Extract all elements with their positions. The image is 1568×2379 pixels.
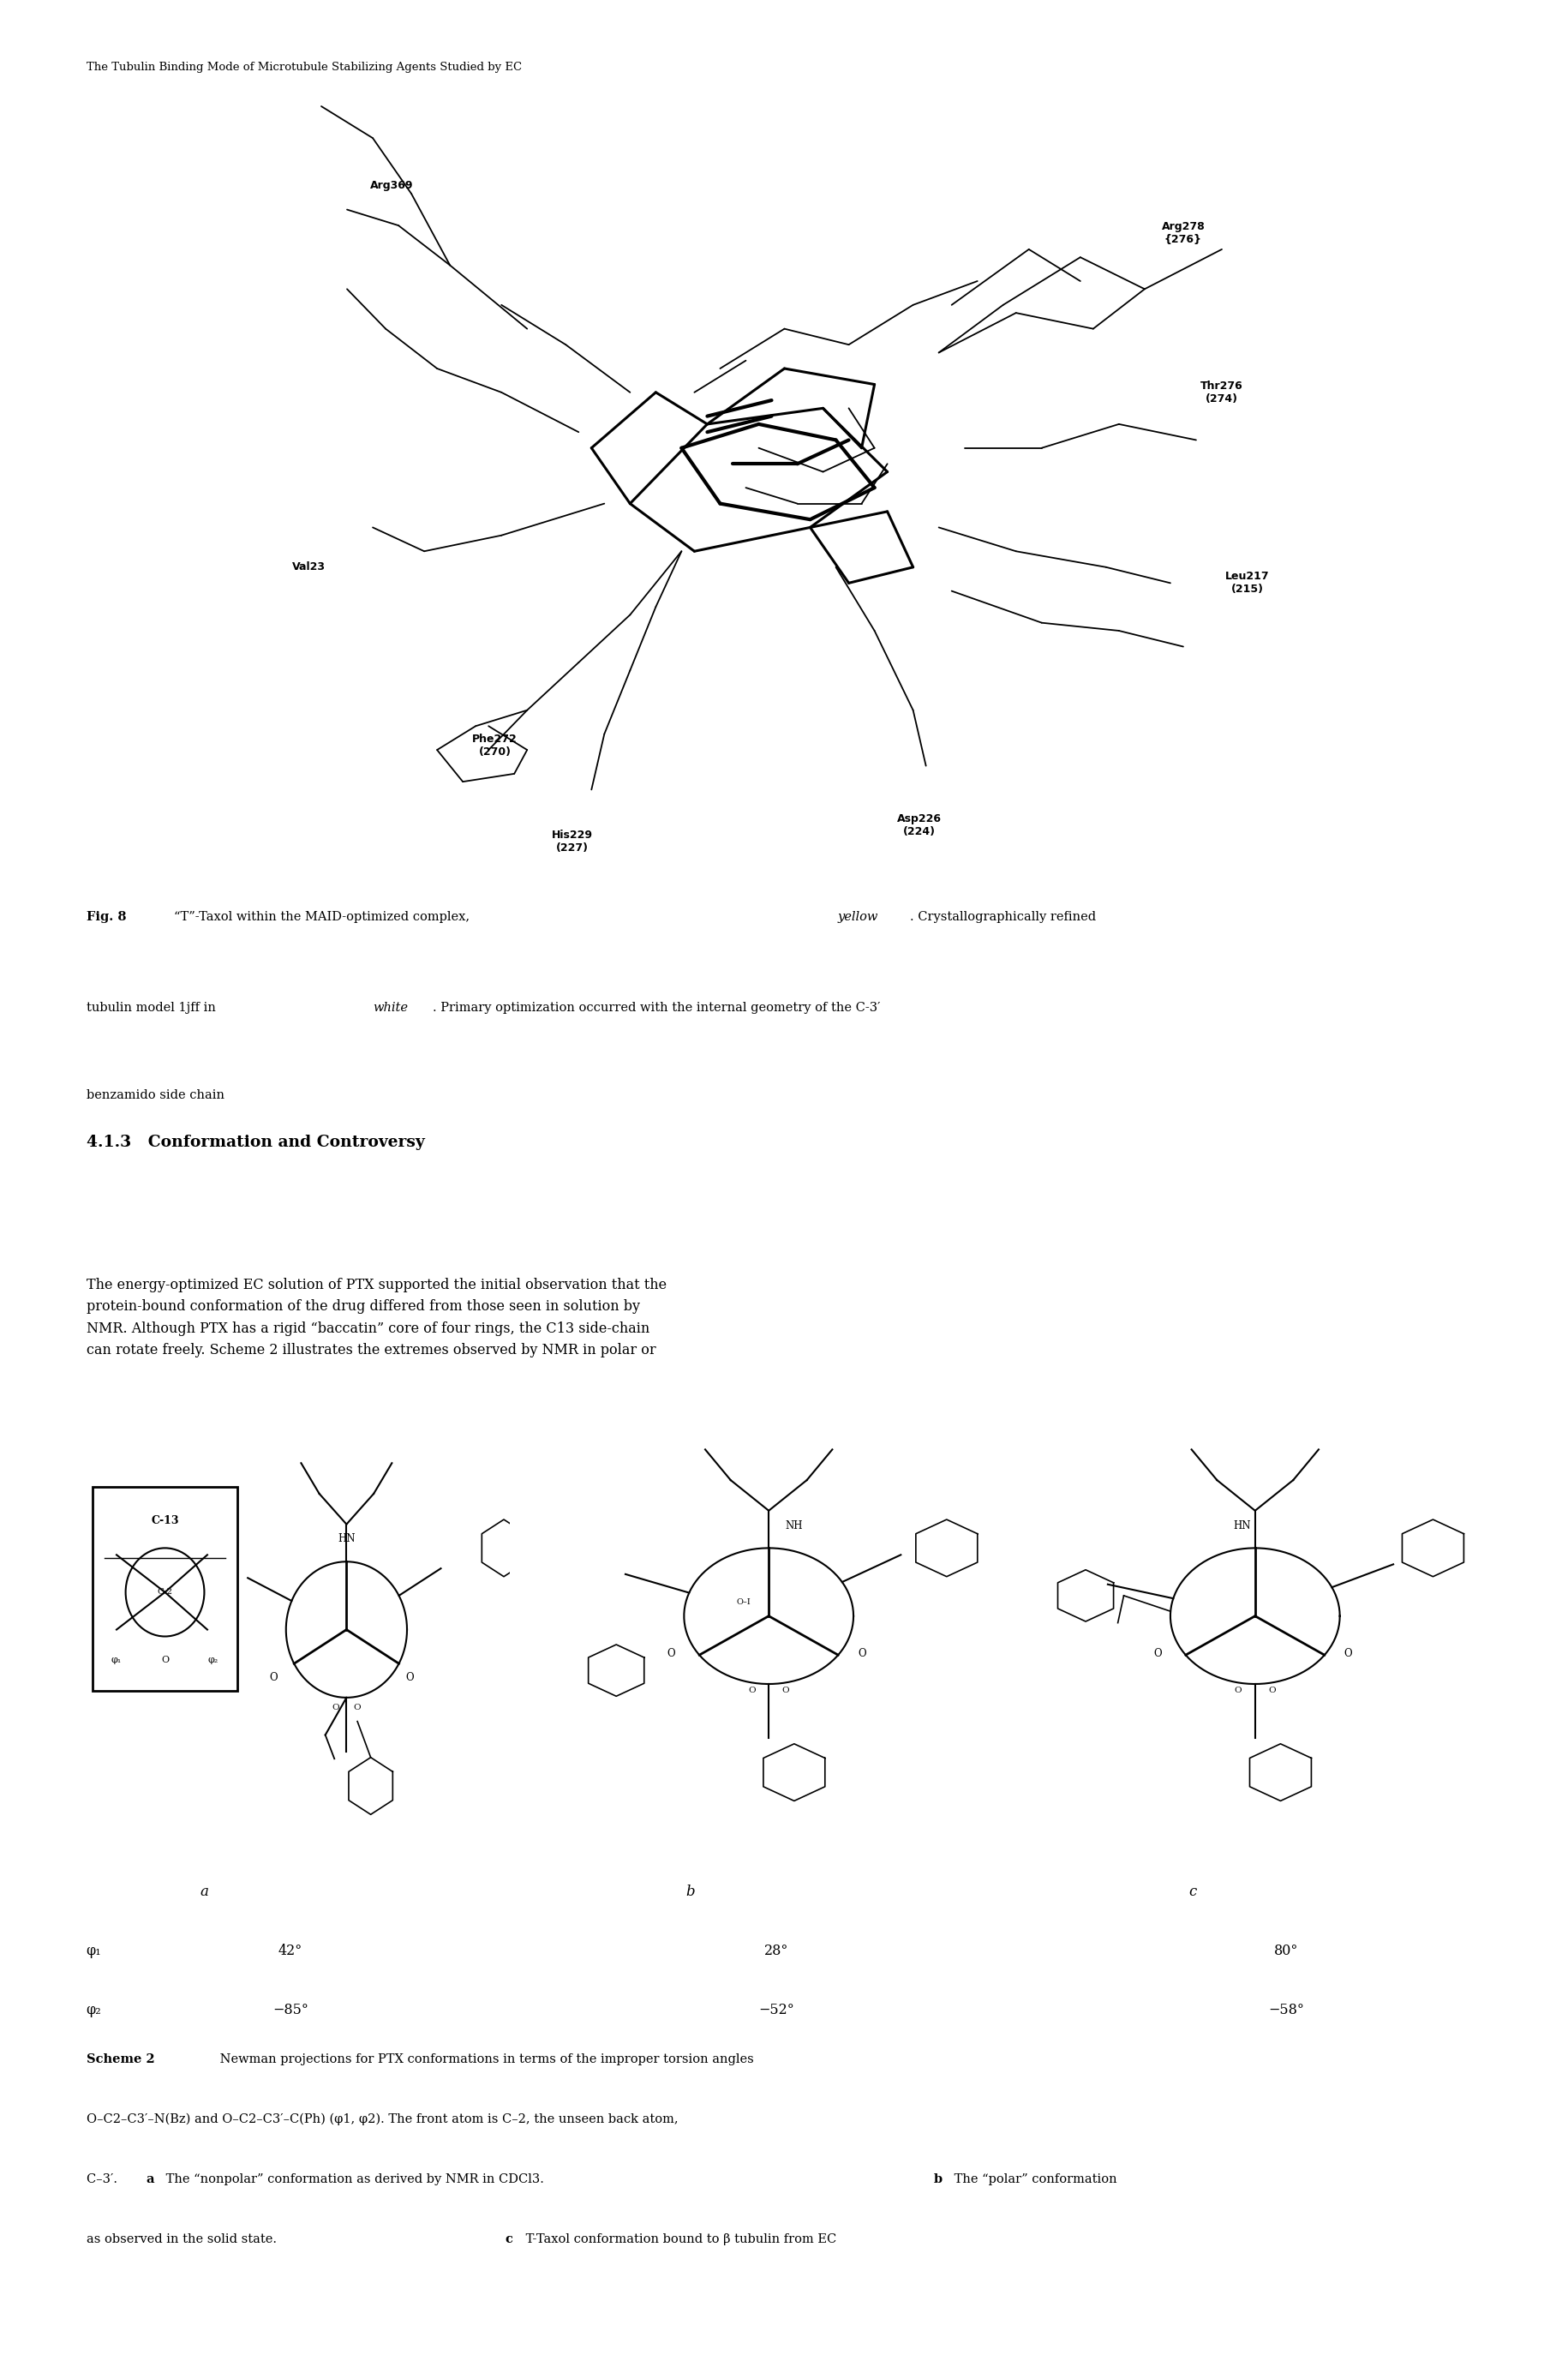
Text: O: O [1344, 1649, 1352, 1658]
Text: tubulin model 1jff in: tubulin model 1jff in [86, 1002, 220, 1013]
Text: O: O [1152, 1649, 1162, 1658]
Text: Asp226
(224): Asp226 (224) [897, 814, 941, 837]
Text: φ₂: φ₂ [209, 1656, 218, 1665]
Text: b: b [933, 2172, 942, 2184]
Text: a: a [199, 1884, 209, 1898]
FancyBboxPatch shape [93, 1487, 237, 1691]
Text: −52°: −52° [759, 2003, 793, 2017]
Text: . Primary optimization occurred with the internal geometry of the C-3′: . Primary optimization occurred with the… [433, 1002, 880, 1013]
Text: Arg278
{276}: Arg278 {276} [1160, 221, 1204, 245]
Text: a: a [146, 2172, 154, 2184]
Text: The Tubulin Binding Mode of Microtubule Stabilizing Agents Studied by EC: The Tubulin Binding Mode of Microtubule … [86, 62, 522, 74]
Text: φ₂: φ₂ [86, 2003, 102, 2017]
Text: “T”-Taxol within the MAID-optimized complex,: “T”-Taxol within the MAID-optimized comp… [174, 911, 474, 923]
Text: The “polar” conformation: The “polar” conformation [950, 2172, 1116, 2184]
Text: The energy-optimized EC solution of PTX supported the initial observation that t: The energy-optimized EC solution of PTX … [86, 1278, 666, 1358]
Text: O: O [353, 1703, 361, 1711]
Text: C-13: C-13 [151, 1515, 179, 1527]
Text: O: O [666, 1649, 676, 1658]
Text: O–C2–C3′–N(Bz) and O–C2–C3′–C(Ph) (φ1, φ2). The front atom is C–2, the unseen ba: O–C2–C3′–N(Bz) and O–C2–C3′–C(Ph) (φ1, φ… [86, 2113, 677, 2124]
Text: O: O [781, 1687, 789, 1694]
Text: 42°: 42° [278, 1944, 303, 1958]
Text: Val23: Val23 [292, 561, 325, 573]
Text: yellow: yellow [837, 911, 878, 923]
Text: O: O [748, 1687, 756, 1694]
Text: C-2: C-2 [157, 1589, 172, 1596]
Text: His229
(227): His229 (227) [552, 830, 593, 854]
Text: b: b [685, 1884, 695, 1898]
Text: HN: HN [1232, 1520, 1250, 1532]
Text: The “nonpolar” conformation as derived by NMR in CDCl3.: The “nonpolar” conformation as derived b… [162, 2172, 547, 2184]
Text: 4.1.3   Conformation and Controversy: 4.1.3 Conformation and Controversy [86, 1135, 425, 1149]
Text: φ₁: φ₁ [111, 1656, 122, 1665]
Text: as observed in the solid state.: as observed in the solid state. [86, 2234, 281, 2246]
Text: HN: HN [337, 1534, 354, 1544]
Text: 80°: 80° [1273, 1944, 1298, 1958]
Text: Fig. 8: Fig. 8 [86, 911, 125, 923]
Text: C–3′.: C–3′. [86, 2172, 121, 2184]
Text: O: O [270, 1672, 278, 1682]
Text: O–I: O–I [735, 1599, 750, 1606]
Text: c: c [1187, 1884, 1196, 1898]
Text: white: white [372, 1002, 408, 1013]
Text: O: O [1234, 1687, 1242, 1694]
Text: O: O [858, 1649, 866, 1658]
Text: O: O [1267, 1687, 1275, 1694]
Text: c: c [505, 2234, 513, 2246]
Text: O: O [162, 1656, 169, 1665]
Text: O: O [332, 1703, 339, 1711]
Text: Leu217
(215): Leu217 (215) [1225, 571, 1269, 595]
Text: T-Taxol conformation bound to β tubulin from EC: T-Taxol conformation bound to β tubulin … [522, 2234, 836, 2246]
Text: benzamido side chain: benzamido side chain [86, 1090, 224, 1101]
Text: Scheme 2: Scheme 2 [86, 2053, 155, 2065]
Text: Thr276
(274): Thr276 (274) [1200, 381, 1242, 404]
Text: . Crystallographically refined: . Crystallographically refined [909, 911, 1096, 923]
Text: −58°: −58° [1269, 2003, 1303, 2017]
Text: −85°: −85° [273, 2003, 307, 2017]
Text: 28°: 28° [764, 1944, 789, 1958]
Text: φ₁: φ₁ [86, 1944, 102, 1958]
Text: Newman projections for PTX conformations in terms of the improper torsion angles: Newman projections for PTX conformations… [216, 2053, 754, 2065]
Text: O: O [406, 1672, 414, 1682]
Text: Arg369: Arg369 [370, 181, 414, 190]
Text: Phe272
(270): Phe272 (270) [472, 735, 517, 759]
Text: NH: NH [786, 1520, 803, 1532]
